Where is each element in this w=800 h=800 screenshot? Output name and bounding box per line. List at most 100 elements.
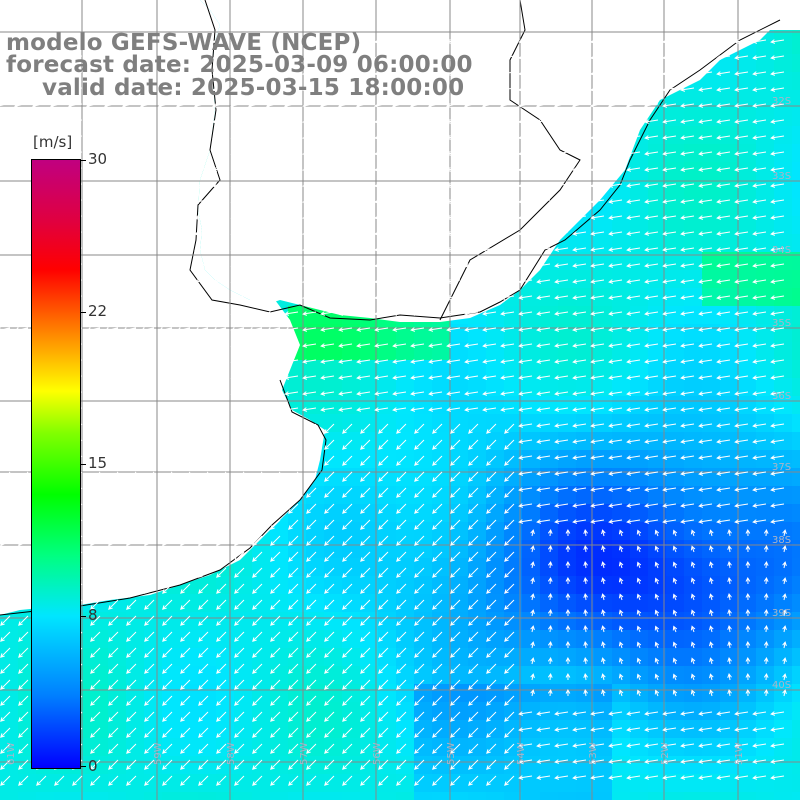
wind-arrow xyxy=(234,631,245,642)
wind-speed-cell xyxy=(702,180,720,198)
wind-speed-cell xyxy=(414,648,432,666)
wind-speed-cell xyxy=(306,522,324,540)
wind-arrow xyxy=(486,567,497,578)
wind-arrow xyxy=(86,103,101,108)
wind-speed-cell xyxy=(702,126,720,144)
wind-speed-cell xyxy=(72,792,90,800)
wind-arrow xyxy=(752,407,767,412)
wind-speed-cell xyxy=(252,756,270,774)
wind-arrow xyxy=(770,439,785,444)
wind-arrow xyxy=(752,311,767,316)
wind-arrow xyxy=(770,487,785,492)
wind-speed-cell xyxy=(666,432,684,450)
wind-speed-cell xyxy=(486,774,504,792)
wind-speed-cell xyxy=(684,414,702,432)
wind-arrow xyxy=(270,599,281,610)
wind-speed-cell xyxy=(738,540,756,558)
wind-arrow xyxy=(378,551,389,562)
wind-arrow xyxy=(698,407,713,412)
wind-arrow xyxy=(464,71,479,76)
wind-arrow xyxy=(709,657,714,665)
wind-arrow xyxy=(626,103,641,108)
wind-arrow xyxy=(752,327,767,332)
wind-speed-cell xyxy=(558,306,576,324)
wind-arrow xyxy=(266,391,281,396)
wind-arrow xyxy=(360,711,371,722)
wind-speed-cell xyxy=(612,504,630,522)
land-mask xyxy=(0,0,800,322)
wind-speed-cell xyxy=(720,612,738,630)
wind-speed-cell xyxy=(540,630,558,648)
wind-arrow xyxy=(654,625,660,633)
wind-speed-cell xyxy=(414,342,432,360)
wind-speed-cell xyxy=(504,738,522,756)
wind-arrow xyxy=(324,615,335,626)
wind-arrow xyxy=(626,727,641,732)
wind-arrow xyxy=(14,247,29,252)
wind-speed-cell xyxy=(522,504,540,522)
wind-arrow xyxy=(554,215,569,220)
wind-arrow xyxy=(446,375,461,380)
wind-arrow xyxy=(698,231,713,236)
wind-arrow xyxy=(414,727,425,738)
wind-arrow xyxy=(752,103,767,108)
wind-arrow xyxy=(565,640,571,649)
wind-speed-cell xyxy=(594,288,612,306)
wind-arrow xyxy=(554,487,569,492)
wind-arrow xyxy=(0,423,11,434)
wind-arrow xyxy=(356,327,371,332)
wind-arrow xyxy=(392,135,407,140)
wind-speed-cell xyxy=(792,684,800,702)
wind-speed-cell xyxy=(630,180,648,198)
wind-arrow xyxy=(356,391,371,396)
colorbar-tickmark xyxy=(80,464,86,465)
wind-arrow xyxy=(572,103,587,108)
wind-speed-cell xyxy=(378,324,396,342)
wind-speed-cell xyxy=(144,594,162,612)
wind-arrow xyxy=(324,663,335,674)
wind-arrow xyxy=(428,295,443,300)
wind-arrow xyxy=(324,439,335,450)
wind-arrow xyxy=(464,247,479,252)
wind-speed-cell xyxy=(612,594,630,612)
wind-speed-cell xyxy=(738,792,756,800)
wind-speed-cell xyxy=(540,414,558,432)
wind-speed-cell xyxy=(324,396,342,414)
wind-speed-cell xyxy=(342,324,360,342)
wind-speed-cell xyxy=(792,144,800,162)
wind-arrow xyxy=(608,231,623,236)
wind-arrow xyxy=(68,151,83,156)
wind-speed-cell xyxy=(684,594,702,612)
wind-speed-cell xyxy=(522,774,540,792)
wind-arrow xyxy=(392,279,407,284)
wind-arrow xyxy=(698,71,713,76)
wind-arrow xyxy=(680,455,695,460)
wind-arrow xyxy=(198,679,209,690)
wind-speed-cell xyxy=(234,558,252,576)
wind-arrow xyxy=(752,455,767,460)
wind-arrow xyxy=(734,711,749,716)
wind-speed-cell xyxy=(702,612,720,630)
wind-arrow xyxy=(734,503,749,508)
wind-arrow xyxy=(180,423,191,434)
wind-arrow xyxy=(0,455,11,466)
wind-speed-cell xyxy=(342,738,360,756)
wind-arrow xyxy=(122,119,137,124)
wind-arrow xyxy=(518,775,533,780)
wind-speed-cell xyxy=(666,108,684,126)
wind-arrow xyxy=(230,183,245,188)
wind-arrow xyxy=(432,775,443,786)
wind-arrow xyxy=(410,199,425,204)
wind-arrow xyxy=(500,247,515,252)
wind-arrow xyxy=(752,279,767,284)
wind-arrow xyxy=(342,743,353,754)
wind-arrow xyxy=(446,183,461,188)
wind-speed-cell xyxy=(504,630,522,648)
wind-arrow xyxy=(468,647,479,658)
wind-arrow xyxy=(734,39,749,44)
wind-arrow xyxy=(14,199,29,204)
wind-arrow xyxy=(284,183,299,188)
wind-arrow xyxy=(378,647,389,658)
wind-arrow xyxy=(396,759,407,770)
wind-arrow xyxy=(252,423,263,434)
